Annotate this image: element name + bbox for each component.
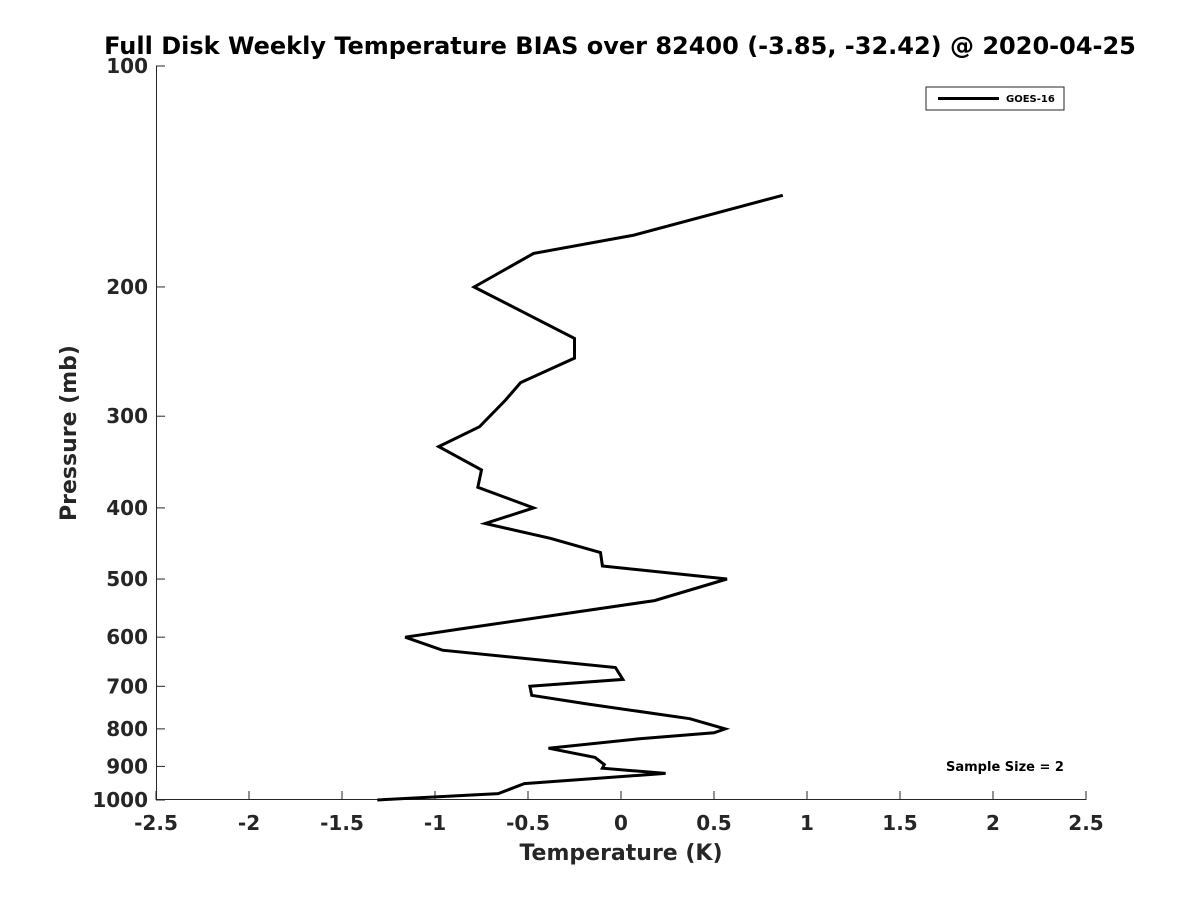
x-axis-ticks: -2.5 -2 -1.5 -1 -0.5 0 0.5 1 1.5 2 2.5 [134, 791, 1104, 835]
y-tick-label: 200 [106, 275, 148, 299]
series-layer [377, 193, 784, 802]
x-axis-label: Temperature (K) [519, 841, 722, 866]
y-tick-label: 1000 [92, 788, 148, 812]
y-tick-label: 700 [106, 674, 148, 698]
x-tick-label: 1 [800, 811, 814, 835]
y-tick-label: 800 [106, 717, 148, 741]
x-tick-label: -1.5 [320, 811, 364, 835]
sample-size-annotation: Sample Size = 2 [946, 760, 1064, 775]
series-line-goes-16 [377, 193, 784, 802]
x-tick-label: 0.5 [696, 811, 731, 835]
legend-label-goes-16: GOES-16 [1006, 94, 1055, 105]
y-tick-label: 400 [106, 496, 148, 520]
y-axis-ticks: 100 200 300 400 500 600 700 800 900 1000 [92, 54, 165, 812]
x-tick-label: 2 [986, 811, 1000, 835]
y-tick-label: 600 [106, 625, 148, 649]
chart-title: Full Disk Weekly Temperature BIAS over 8… [104, 32, 1136, 60]
x-tick-label: -1 [424, 811, 446, 835]
y-tick-label: 500 [106, 567, 148, 591]
y-tick-label: 100 [106, 54, 148, 78]
plot-frame [156, 66, 1086, 800]
x-tick-label: -0.5 [506, 811, 550, 835]
x-tick-label: -2.5 [134, 811, 178, 835]
x-tick-label: -2 [238, 811, 260, 835]
x-tick-label: 2.5 [1068, 811, 1103, 835]
x-tick-label: 0 [614, 811, 628, 835]
y-axis-label: Pressure (mb) [57, 345, 82, 521]
y-tick-label: 300 [106, 404, 148, 428]
y-tick-label: 900 [106, 754, 148, 778]
x-tick-label: 1.5 [882, 811, 917, 835]
legend: GOES-16 [925, 86, 1065, 111]
